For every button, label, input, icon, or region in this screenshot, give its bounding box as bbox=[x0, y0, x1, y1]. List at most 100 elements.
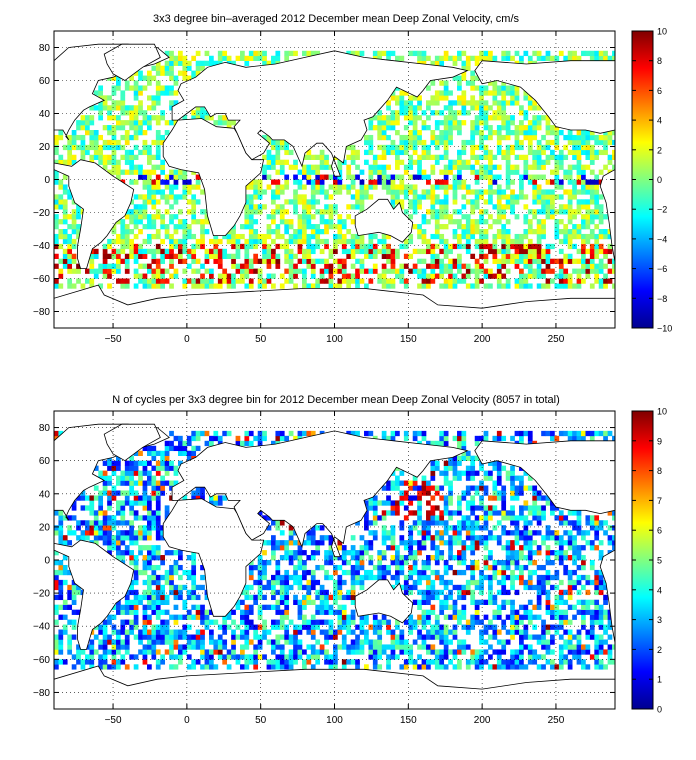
data-cell bbox=[523, 609, 529, 615]
data-cell bbox=[310, 263, 316, 269]
data-cell bbox=[98, 495, 104, 501]
data-cell bbox=[275, 540, 281, 546]
data-cell bbox=[514, 564, 520, 571]
data-cell bbox=[417, 644, 422, 650]
data-cell bbox=[306, 624, 312, 630]
data-cell bbox=[200, 224, 205, 230]
data-cell bbox=[155, 80, 161, 86]
data-cell bbox=[434, 654, 440, 660]
data-cell bbox=[452, 125, 458, 131]
data-cell bbox=[76, 520, 81, 526]
data-cell bbox=[408, 204, 414, 210]
data-cell bbox=[355, 194, 360, 200]
data-cell bbox=[461, 110, 467, 116]
data-cell bbox=[169, 85, 174, 91]
data-cell bbox=[200, 495, 205, 501]
data-cell bbox=[213, 639, 219, 645]
data-cell bbox=[443, 283, 449, 289]
data-cell bbox=[558, 659, 564, 665]
data-cell bbox=[576, 510, 582, 516]
data-cell bbox=[359, 550, 365, 556]
data-cell bbox=[341, 634, 347, 640]
data-cell bbox=[279, 644, 285, 650]
data-cell bbox=[496, 139, 502, 146]
data-cell bbox=[607, 654, 613, 660]
data-cell bbox=[488, 90, 493, 96]
data-cell bbox=[412, 495, 418, 501]
data-cell bbox=[151, 624, 157, 630]
data-cell bbox=[288, 164, 294, 170]
data-cell bbox=[510, 624, 515, 630]
data-cell bbox=[116, 174, 121, 180]
data-cell bbox=[271, 624, 276, 630]
data-cell bbox=[505, 204, 511, 210]
data-cells bbox=[54, 430, 615, 670]
data-cell bbox=[147, 599, 152, 605]
data-cell bbox=[541, 535, 546, 541]
data-cell bbox=[439, 555, 445, 561]
data-cell bbox=[58, 154, 64, 160]
data-cell bbox=[350, 50, 356, 57]
data-cell bbox=[430, 95, 436, 101]
data-cell bbox=[102, 624, 108, 630]
data-cell bbox=[505, 614, 511, 620]
data-cell bbox=[262, 560, 267, 566]
data-cell bbox=[372, 515, 378, 521]
data-cell bbox=[470, 85, 476, 91]
data-cell bbox=[262, 594, 267, 601]
data-cell bbox=[319, 149, 325, 156]
data-cell bbox=[514, 199, 520, 205]
data-cell bbox=[58, 560, 64, 566]
data-cell bbox=[532, 115, 538, 121]
data-cell bbox=[151, 283, 157, 289]
data-cell bbox=[572, 584, 577, 591]
data-cell bbox=[319, 589, 325, 596]
data-cell bbox=[364, 184, 369, 190]
data-cell bbox=[479, 525, 484, 531]
data-cell bbox=[439, 184, 445, 190]
data-cell bbox=[426, 219, 431, 225]
data-cell bbox=[439, 154, 445, 160]
data-cell bbox=[448, 263, 453, 269]
data-cell bbox=[505, 664, 511, 670]
data-cell bbox=[412, 659, 418, 665]
data-cell bbox=[54, 619, 59, 625]
data-cell bbox=[479, 253, 484, 259]
data-cell bbox=[519, 644, 524, 650]
data-cell bbox=[244, 664, 250, 670]
data-cell bbox=[151, 214, 157, 220]
data-cell bbox=[510, 520, 515, 526]
data-cell bbox=[315, 199, 321, 205]
data-cell bbox=[567, 253, 573, 259]
data-cell bbox=[346, 253, 352, 259]
data-cell bbox=[222, 120, 228, 126]
data-cell bbox=[186, 634, 192, 640]
data-cell bbox=[612, 55, 615, 61]
data-cell bbox=[554, 555, 560, 561]
data-cell bbox=[350, 599, 356, 605]
data-cell bbox=[412, 50, 418, 57]
data-cell bbox=[231, 233, 236, 240]
data-cell bbox=[129, 229, 135, 235]
data-cell bbox=[182, 248, 188, 255]
data-cell bbox=[483, 144, 489, 151]
data-cell bbox=[527, 574, 533, 581]
data-cell bbox=[231, 60, 236, 66]
data-cell bbox=[324, 654, 329, 660]
data-cell bbox=[421, 238, 427, 245]
data-cell bbox=[443, 599, 449, 605]
data-cell bbox=[434, 550, 440, 556]
data-cell bbox=[474, 649, 480, 655]
data-cell bbox=[178, 258, 183, 264]
data-cell bbox=[412, 619, 418, 625]
data-cell bbox=[111, 115, 117, 121]
data-cell bbox=[284, 550, 290, 556]
data-cell bbox=[160, 594, 166, 601]
data-cell bbox=[364, 268, 369, 274]
data-cell bbox=[116, 535, 121, 541]
data-cell bbox=[147, 545, 152, 551]
data-cell bbox=[417, 550, 422, 556]
data-cell bbox=[147, 644, 152, 650]
data-cell bbox=[501, 490, 507, 496]
data-cell bbox=[142, 179, 148, 185]
